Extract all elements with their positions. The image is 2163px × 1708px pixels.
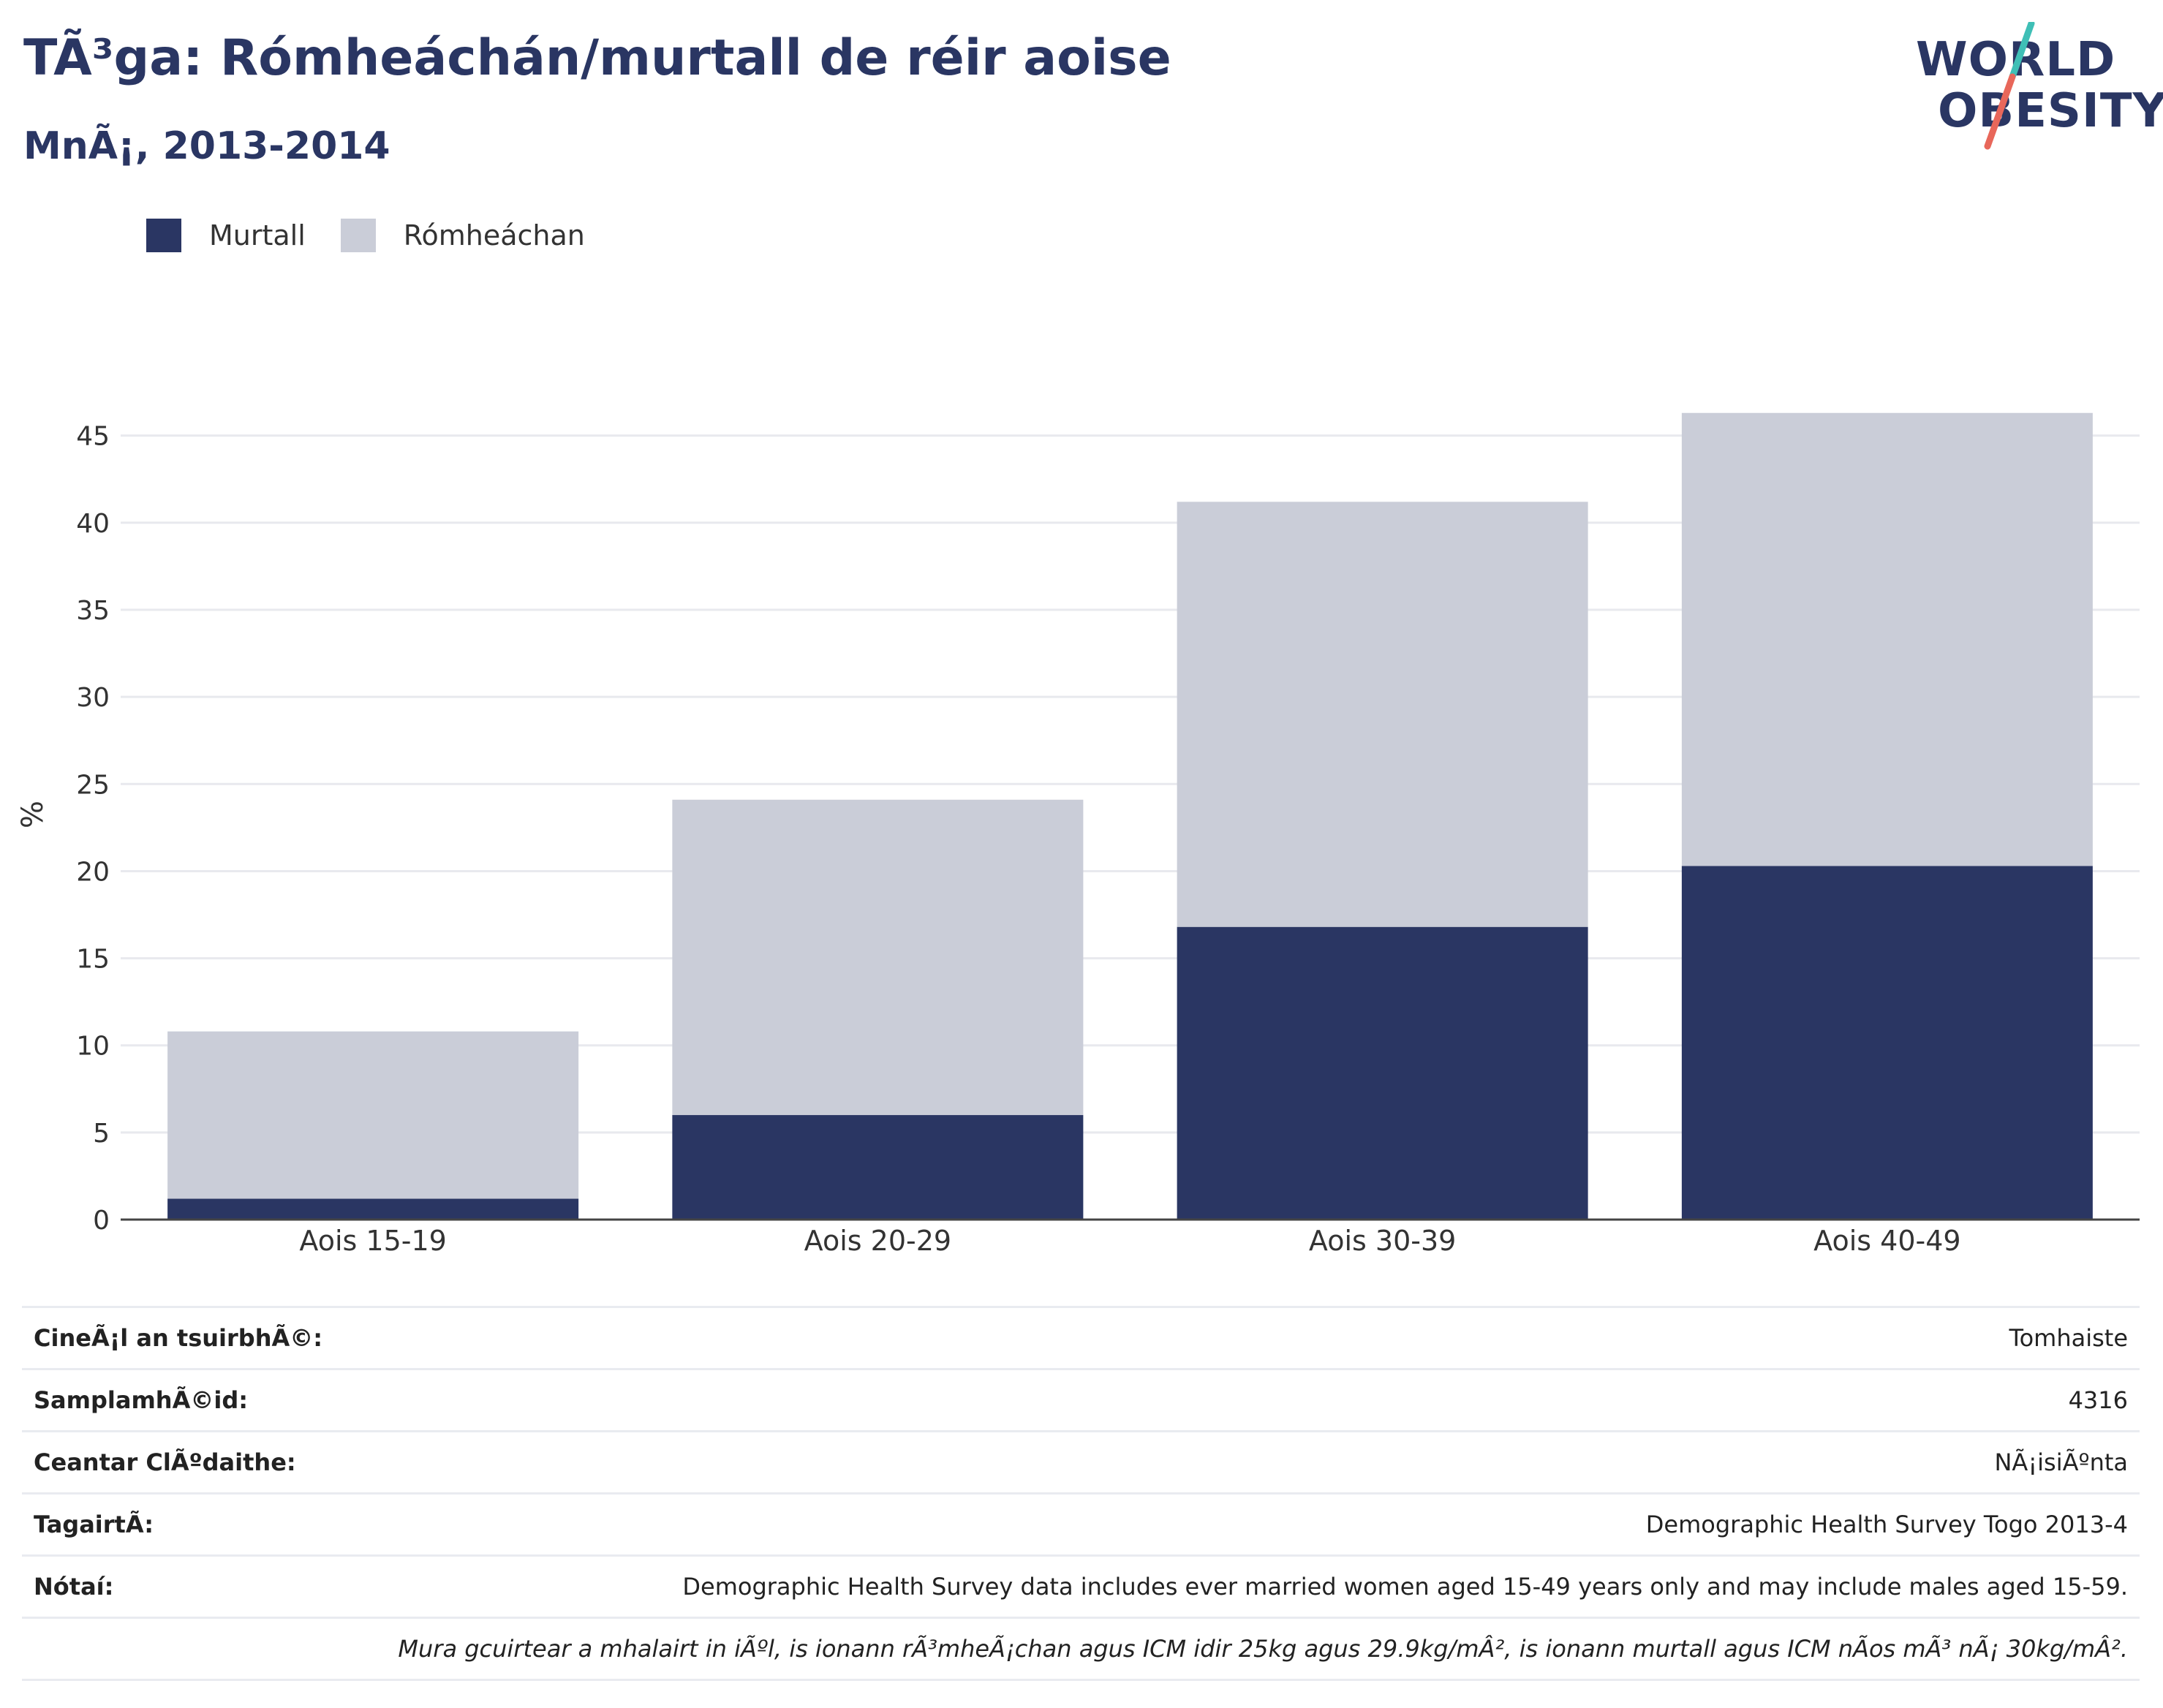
legend-item-murtall[interactable]: Murtall [146,219,306,252]
legend-swatch-murtall [146,219,181,252]
definition-footnote: Mura gcuirtear a mhalairt in iÃºl, is io… [398,1635,2128,1663]
chart-subtitle: MnÃ¡, 2013-2014 [23,124,390,168]
info-value: Demographic Health Survey Togo 2013-4 [1645,1511,2128,1538]
y-tick-label: 10 [76,1032,110,1062]
info-key: Ceantar ClÃºdaithe: [34,1448,296,1476]
chart-legend: Murtall Rómheáchan [146,216,620,254]
info-value: NÃ¡isiÃºnta [1994,1448,2128,1476]
x-tick-label: Aois 15-19 [299,1225,446,1257]
legend-swatch-romheachan [340,219,376,252]
info-row-footnote: Mura gcuirtear a mhalairt in iÃºl, is io… [22,1617,2140,1681]
info-key: Nótaí: [34,1573,114,1601]
info-value: 4316 [2068,1386,2128,1414]
logo-slash-icon [1984,22,2035,150]
info-key: SamplamhÃ©id: [34,1386,249,1414]
chart-title: TÃ³ga: Rómheáchán/murtall de réir aoise [23,29,1171,87]
y-tick-label: 30 [76,683,110,713]
info-row-survey-type: CineÃ¡l an tsuirbhÃ©: Tomhaiste [22,1306,2140,1368]
logo-text-line2: OBESITY [1938,84,2163,138]
world-obesity-logo: WORLD OBESITY [1901,22,2163,154]
bar-murtall-3 [1177,926,1588,1220]
x-tick-label: Aois 20-29 [804,1225,951,1257]
x-tick-label: Aois 30-39 [1309,1225,1456,1257]
bar-murtall-2 [672,1115,1084,1220]
y-tick-label: 45 [76,422,110,452]
info-row-notes: Nótaí: Demographic Health Survey data in… [22,1554,2140,1617]
y-axis-label: % [16,801,50,828]
y-tick-label: 15 [76,945,110,975]
legend-label-murtall: Murtall [209,219,306,252]
y-tick-label: 40 [76,509,110,539]
info-row-sample-size: SamplamhÃ©id: 4316 [22,1368,2140,1430]
y-tick-label: 25 [76,770,110,800]
y-tick-label: 5 [93,1119,110,1149]
bar-romheachan-1 [167,1031,579,1199]
info-value: Demographic Health Survey data includes … [682,1573,2128,1601]
bar-romheachan-4 [1681,412,2093,866]
bar-murtall-4 [1681,866,2093,1220]
y-tick-label: 35 [76,596,110,626]
info-value: Tomhaiste [2009,1324,2128,1352]
info-row-area-covered: Ceantar ClÃºdaithe: NÃ¡isiÃºnta [22,1430,2140,1492]
info-key: CineÃ¡l an tsuirbhÃ©: [34,1324,323,1352]
survey-info-table: CineÃ¡l an tsuirbhÃ©: Tomhaiste Samplamh… [22,1306,2140,1681]
bar-murtall-1 [167,1198,579,1220]
info-key: TagairtÃ: [34,1511,154,1538]
bar-chart: 0 5 10 15 20 25 30 35 40 45 Aois 15-19 Aois 20-29 Ao… [16,412,2140,1257]
legend-item-romheachan[interactable]: Rómheáchan [340,219,585,252]
legend-label-romheachan: Rómheáchan [403,219,585,252]
y-tick-label: 0 [93,1206,110,1236]
bar-romheachan-3 [1177,502,1588,927]
y-tick-label: 20 [76,857,110,887]
bar-romheachan-2 [672,799,1084,1116]
x-tick-label: Aois 40-49 [1813,1225,1960,1257]
info-row-reference: TagairtÃ: Demographic Health Survey Togo… [22,1492,2140,1554]
